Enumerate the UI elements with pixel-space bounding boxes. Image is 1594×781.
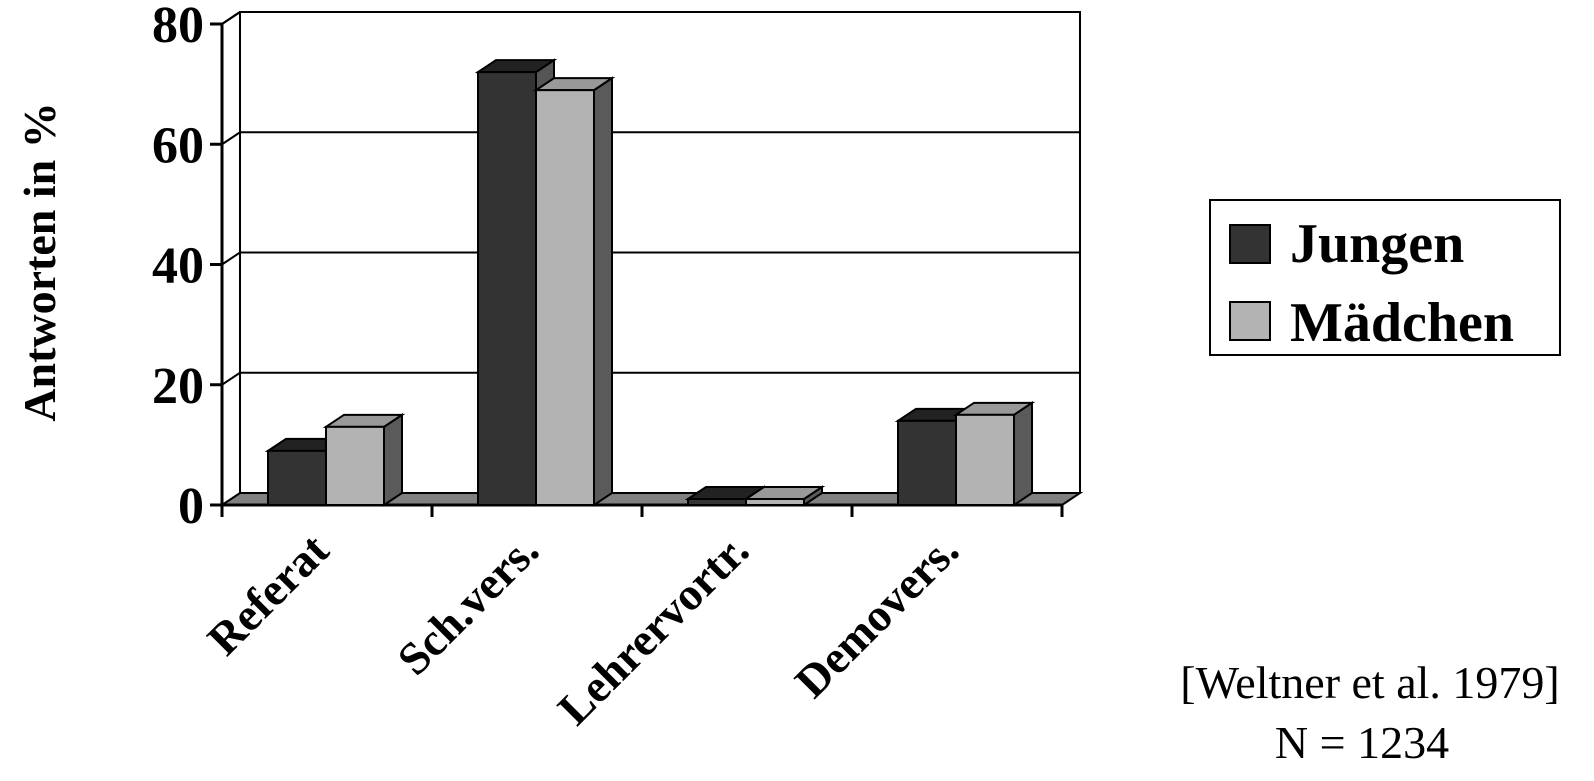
- y-tick-label: 80: [152, 0, 204, 54]
- gridline-side: [221, 251, 241, 266]
- category-label: Lehrervortr.: [548, 524, 758, 734]
- bar-front: [535, 89, 595, 506]
- bar: [532, 76, 616, 507]
- y-tick-label: 0: [178, 478, 204, 535]
- bars: [264, 58, 1036, 507]
- y-axis-label: Antworten in %: [14, 102, 65, 421]
- y-tick-label: 20: [152, 358, 204, 415]
- category-label: Sch.vers.: [388, 524, 549, 685]
- y-tick-labels: 0 20 40 60 80: [152, 0, 204, 535]
- source-citation: [Weltner et al. 1979]: [1180, 657, 1559, 708]
- side-wall-top: [221, 11, 241, 25]
- source-sample-size: N = 1234: [1275, 717, 1449, 768]
- bar: [952, 400, 1036, 507]
- bar-front: [897, 419, 957, 507]
- bar-front: [955, 413, 1015, 506]
- gridline-side: [221, 371, 241, 386]
- bar-front: [325, 425, 385, 506]
- category-label: Referat: [197, 524, 338, 665]
- legend-label-maedchen: Mädchen: [1290, 292, 1514, 354]
- gridline-side: [221, 131, 241, 146]
- bar-side: [1013, 400, 1033, 507]
- y-tick-label: 60: [152, 117, 204, 174]
- legend-swatch-maedchen: [1229, 301, 1271, 341]
- bar-front: [745, 497, 805, 506]
- y-tick-label: 40: [152, 238, 204, 295]
- category-labels: Referat Sch.vers. Lehrervortr. Demovers.: [197, 524, 968, 735]
- bar-side: [383, 412, 403, 507]
- bar-front: [477, 71, 537, 506]
- gridlines: [221, 11, 1080, 386]
- bar-front: [267, 449, 327, 507]
- legend-label-jungen: Jungen: [1290, 213, 1464, 275]
- legend: Jungen Mädchen: [1209, 199, 1561, 356]
- bar-side: [593, 76, 613, 507]
- bar-front: [687, 497, 747, 506]
- legend-swatch-jungen: [1229, 224, 1271, 264]
- bar: [742, 485, 826, 507]
- back-wall: [239, 11, 1081, 493]
- bar: [322, 412, 406, 507]
- category-label: Demovers.: [785, 524, 968, 707]
